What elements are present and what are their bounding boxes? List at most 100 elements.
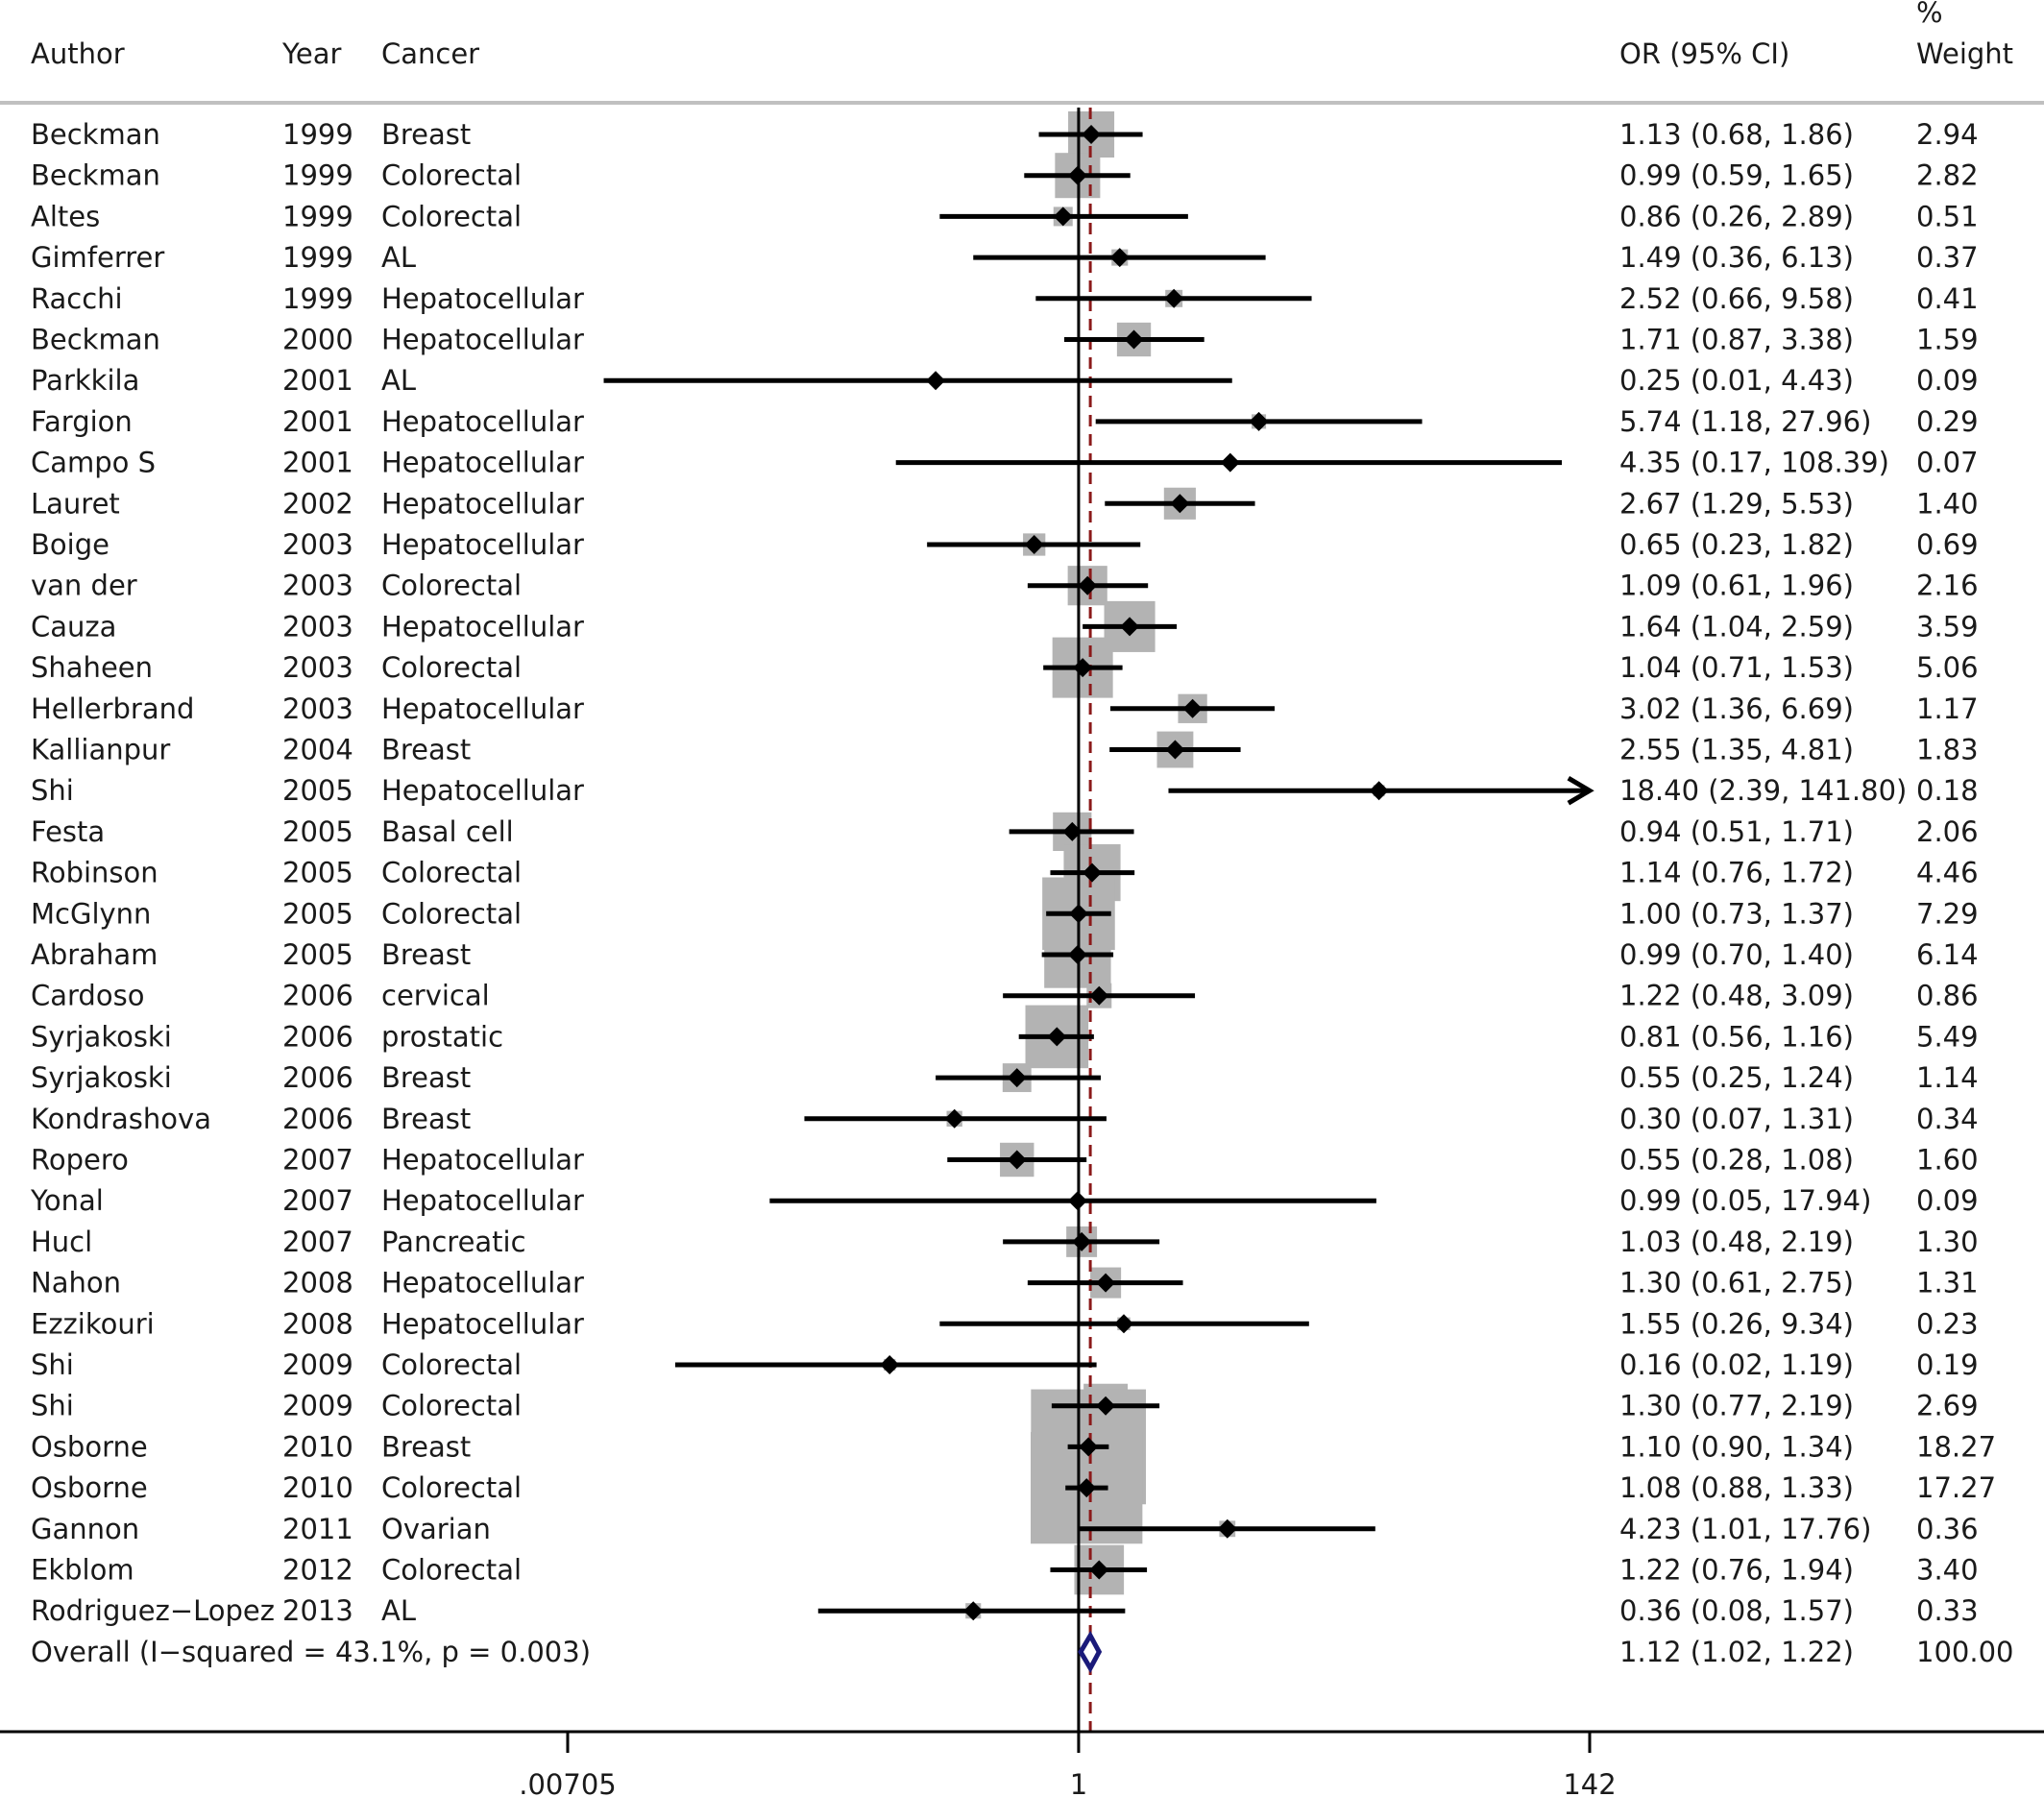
study-year: 2007: [282, 1144, 353, 1177]
table-header: Author Year Cancer OR (95% CI) % Weight: [31, 0, 2013, 70]
study-weight: 1.30: [1916, 1226, 1979, 1258]
study-or-ci: 2.55 (1.35, 4.81): [1619, 734, 1854, 766]
study-year: 2003: [282, 610, 353, 643]
study-cancer: prostatic: [381, 1020, 503, 1053]
study-cancer: Hepatocellular: [381, 610, 584, 643]
study-weight: 0.36: [1916, 1513, 1979, 1545]
x-tick-label: 1: [1070, 1768, 1087, 1797]
study-author: Campo S: [31, 447, 156, 479]
point-estimate: [1170, 494, 1190, 514]
study-or-ci: 0.81 (0.56, 1.16): [1619, 1020, 1854, 1053]
study-weight: 0.09: [1916, 1184, 1979, 1217]
point-estimate: [963, 1601, 984, 1621]
study-cancer: Breast: [381, 118, 471, 151]
study-or-ci: 0.16 (0.02, 1.19): [1619, 1348, 1854, 1381]
point-estimate: [1072, 1231, 1092, 1251]
study-year: 2013: [282, 1594, 353, 1627]
study-weight: 6.14: [1916, 938, 1979, 971]
x-tick-label: 142: [1563, 1768, 1616, 1797]
study-cancer: Colorectal: [381, 1348, 522, 1381]
study-author: Robinson: [31, 857, 158, 889]
study-year: 2003: [282, 528, 353, 561]
study-or-ci: 1.22 (0.48, 3.09): [1619, 980, 1854, 1012]
point-estimate: [926, 371, 946, 391]
study-cancer: Hepatocellular: [381, 282, 584, 315]
study-author: Abraham: [31, 938, 158, 971]
study-or-ci: 0.94 (0.51, 1.71): [1619, 815, 1854, 848]
study-weight: 2.06: [1916, 815, 1979, 848]
study-year: 2006: [282, 1061, 353, 1094]
study-cancer: AL: [381, 364, 416, 397]
point-estimate: [1182, 698, 1203, 718]
study-year: 2003: [282, 651, 353, 684]
study-weight: 0.51: [1916, 200, 1979, 232]
study-author: Altes: [31, 200, 100, 232]
study-year: 2006: [282, 1103, 353, 1135]
study-year: 2001: [282, 405, 353, 438]
study-cancer: Hepatocellular: [381, 1307, 584, 1340]
point-estimate: [1109, 248, 1130, 268]
study-year: 1999: [282, 241, 353, 274]
study-year: 2010: [282, 1471, 353, 1504]
study-cancer: Hepatocellular: [381, 692, 584, 725]
study-or-ci: 0.99 (0.05, 17.94): [1619, 1184, 1871, 1217]
study-author: Hucl: [31, 1226, 92, 1258]
study-author: Osborne: [31, 1471, 148, 1504]
study-weight: 1.83: [1916, 734, 1979, 766]
point-estimate: [1067, 165, 1087, 185]
point-estimate: [1073, 658, 1093, 678]
study-author: Osborne: [31, 1430, 148, 1463]
overall-or-ci: 1.12 (1.02, 1.22): [1619, 1636, 1854, 1668]
study-author: McGlynn: [31, 897, 151, 930]
study-or-ci: 1.09 (0.61, 1.96): [1619, 570, 1854, 602]
point-estimate: [1067, 945, 1087, 964]
header-weight-line1: %: [1916, 0, 1943, 29]
study-weight: 5.49: [1916, 1020, 1979, 1053]
point-estimate: [1024, 535, 1044, 554]
study-year: 2010: [282, 1430, 353, 1463]
study-or-ci: 0.55 (0.25, 1.24): [1619, 1061, 1854, 1094]
study-or-ci: 0.99 (0.59, 1.65): [1619, 159, 1854, 192]
study-weight: 0.33: [1916, 1594, 1979, 1627]
study-cancer: Colorectal: [381, 857, 522, 889]
point-estimate: [1068, 904, 1088, 924]
x-axis: .00705 1 142: [0, 1730, 2044, 1797]
study-year: 1999: [282, 118, 353, 151]
study-weight: 0.34: [1916, 1103, 1979, 1135]
study-year: 2003: [282, 692, 353, 725]
study-weight: 3.59: [1916, 610, 1979, 643]
study-or-ci: 1.03 (0.48, 2.19): [1619, 1226, 1854, 1258]
point-estimate: [1165, 740, 1185, 760]
study-cancer: Colorectal: [381, 1390, 522, 1422]
study-author: Racchi: [31, 282, 123, 315]
study-cancer: Hepatocellular: [381, 487, 584, 520]
study-author: Shaheen: [31, 651, 153, 684]
study-or-ci: 0.36 (0.08, 1.57): [1619, 1594, 1854, 1627]
point-estimate: [880, 1355, 900, 1374]
study-or-ci: 1.22 (0.76, 1.94): [1619, 1554, 1854, 1587]
point-estimate: [1369, 781, 1389, 801]
study-year: 2007: [282, 1184, 353, 1217]
header-weight-line2: Weight: [1916, 37, 2013, 70]
study-weight: 0.69: [1916, 528, 1979, 561]
study-author: Syrjakoski: [31, 1020, 172, 1053]
study-year: 1999: [282, 159, 353, 192]
study-or-ci: 0.55 (0.28, 1.08): [1619, 1144, 1854, 1177]
study-weight: 3.40: [1916, 1554, 1979, 1587]
study-cancer: Hepatocellular: [381, 1184, 584, 1217]
point-estimate: [1249, 411, 1269, 431]
study-or-ci: 1.30 (0.61, 2.75): [1619, 1267, 1854, 1299]
study-weight: 0.09: [1916, 364, 1979, 397]
study-author: Rodriguez−Lopez: [31, 1594, 275, 1627]
study-or-ci: 4.23 (1.01, 17.76): [1619, 1513, 1871, 1545]
study-year: 2000: [282, 324, 353, 356]
study-or-ci: 2.52 (0.66, 9.58): [1619, 282, 1854, 315]
study-weight: 0.86: [1916, 980, 1979, 1012]
study-cancer: Colorectal: [381, 651, 522, 684]
header-author: Author: [31, 37, 125, 70]
study-author: Fargion: [31, 405, 133, 438]
x-tick-label: .00705: [519, 1768, 616, 1797]
study-year: 2001: [282, 447, 353, 479]
study-weight: 0.29: [1916, 405, 1979, 438]
